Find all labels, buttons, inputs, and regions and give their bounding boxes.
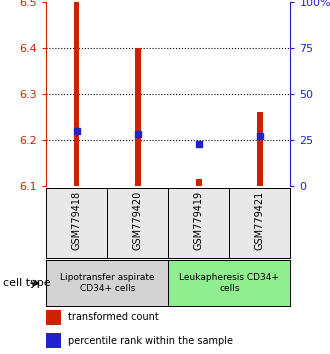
Title: GDS4079 / 8160441: GDS4079 / 8160441 bbox=[91, 0, 246, 1]
Point bbox=[74, 128, 79, 133]
Text: GSM779420: GSM779420 bbox=[133, 191, 143, 250]
Text: cell type: cell type bbox=[3, 278, 51, 288]
Point bbox=[257, 133, 263, 139]
Text: GSM779421: GSM779421 bbox=[255, 191, 265, 250]
Text: Lipotransfer aspirate
CD34+ cells: Lipotransfer aspirate CD34+ cells bbox=[60, 274, 154, 293]
Bar bbox=[257, 112, 263, 186]
Text: percentile rank within the sample: percentile rank within the sample bbox=[68, 336, 233, 346]
Bar bbox=[196, 179, 202, 186]
Bar bbox=[46, 260, 168, 306]
Bar bbox=[168, 260, 290, 306]
Bar bbox=[135, 48, 141, 186]
Text: transformed count: transformed count bbox=[68, 312, 159, 322]
Bar bbox=[46, 310, 61, 325]
Text: Leukapheresis CD34+
cells: Leukapheresis CD34+ cells bbox=[180, 274, 279, 293]
Text: GSM779419: GSM779419 bbox=[194, 191, 204, 250]
Bar bbox=[74, 2, 80, 186]
Text: GSM779418: GSM779418 bbox=[72, 191, 82, 250]
Point bbox=[196, 141, 201, 146]
Bar bbox=[46, 333, 61, 348]
Point bbox=[135, 131, 140, 137]
